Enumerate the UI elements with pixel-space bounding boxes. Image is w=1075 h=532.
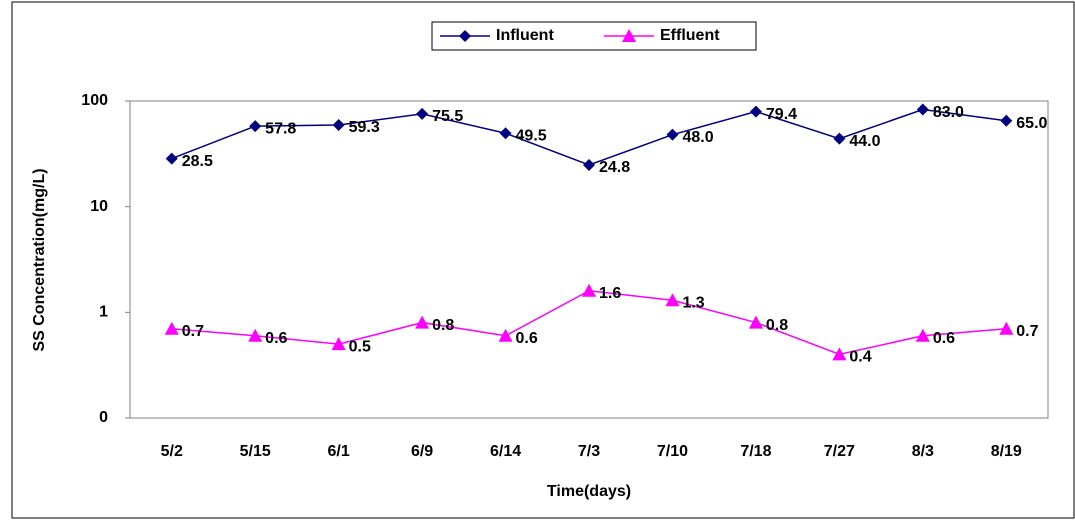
data-label: 49.5 — [516, 127, 547, 144]
y-axis-title: SS Concentration(mg/L) — [31, 168, 48, 351]
legend-label: Influent — [496, 27, 554, 44]
y-tick-label: 1 — [99, 304, 108, 321]
data-label: 0.7 — [182, 323, 204, 340]
marker — [915, 328, 930, 342]
data-label: 28.5 — [182, 153, 213, 170]
marker — [832, 347, 847, 361]
series-line — [171, 108, 1007, 166]
data-label: 0.4 — [849, 349, 871, 366]
marker — [249, 120, 262, 133]
x-tick-label: 8/3 — [912, 443, 934, 460]
legend-label: Effluent — [660, 27, 720, 44]
data-label: 83.0 — [933, 104, 964, 121]
marker — [748, 315, 763, 329]
data-label: 48.0 — [682, 129, 713, 146]
x-axis-title: Time(days) — [547, 483, 631, 500]
marker — [1000, 114, 1013, 127]
data-label: 0.8 — [766, 317, 788, 334]
data-label: 65.0 — [1016, 115, 1047, 132]
marker — [416, 107, 429, 120]
data-label: 75.5 — [432, 108, 463, 125]
marker — [665, 293, 680, 307]
marker — [415, 315, 430, 329]
data-label: 1.6 — [599, 285, 621, 302]
chart-border — [11, 1, 1075, 519]
y-tick-label: 100 — [81, 92, 108, 109]
marker — [582, 283, 596, 297]
x-tick-label: 5/2 — [161, 443, 183, 460]
x-tick-label: 6/14 — [490, 443, 521, 460]
x-tick-label: 7/10 — [657, 443, 688, 460]
marker — [666, 128, 679, 141]
marker — [332, 118, 345, 131]
data-label: 0.6 — [265, 330, 287, 347]
y-tick-label: 0 — [99, 409, 108, 426]
data-label: 0.5 — [349, 338, 371, 355]
data-label: 24.8 — [599, 159, 630, 176]
x-tick-label: 6/1 — [328, 443, 350, 460]
marker — [833, 132, 846, 145]
marker — [583, 158, 595, 171]
data-label: 0.6 — [933, 330, 955, 347]
marker — [499, 127, 512, 140]
marker — [498, 328, 513, 342]
data-label: 0.8 — [432, 317, 454, 334]
marker — [622, 29, 636, 42]
marker — [459, 30, 471, 42]
plot-area — [129, 100, 1049, 419]
series-line — [171, 289, 1007, 356]
x-tick-label: 7/18 — [740, 443, 771, 460]
marker — [164, 321, 179, 335]
data-label: 1.3 — [682, 295, 704, 312]
data-label: 44.0 — [849, 133, 880, 150]
x-tick-label: 5/15 — [240, 443, 271, 460]
marker — [165, 152, 178, 165]
data-label: 0.7 — [1016, 323, 1038, 340]
marker — [999, 321, 1014, 335]
x-tick-label: 7/3 — [578, 443, 600, 460]
data-label: 59.3 — [349, 119, 380, 136]
y-tick-label: 10 — [90, 198, 108, 215]
x-tick-label: 6/9 — [411, 443, 433, 460]
data-label: 57.8 — [265, 120, 296, 137]
marker — [916, 103, 929, 116]
marker — [331, 337, 346, 351]
data-label: 0.6 — [516, 330, 538, 347]
x-tick-label: 7/27 — [824, 443, 855, 460]
x-tick-label: 8/19 — [991, 443, 1022, 460]
data-label: 79.4 — [766, 106, 797, 123]
marker — [749, 105, 762, 118]
marker — [248, 328, 263, 342]
